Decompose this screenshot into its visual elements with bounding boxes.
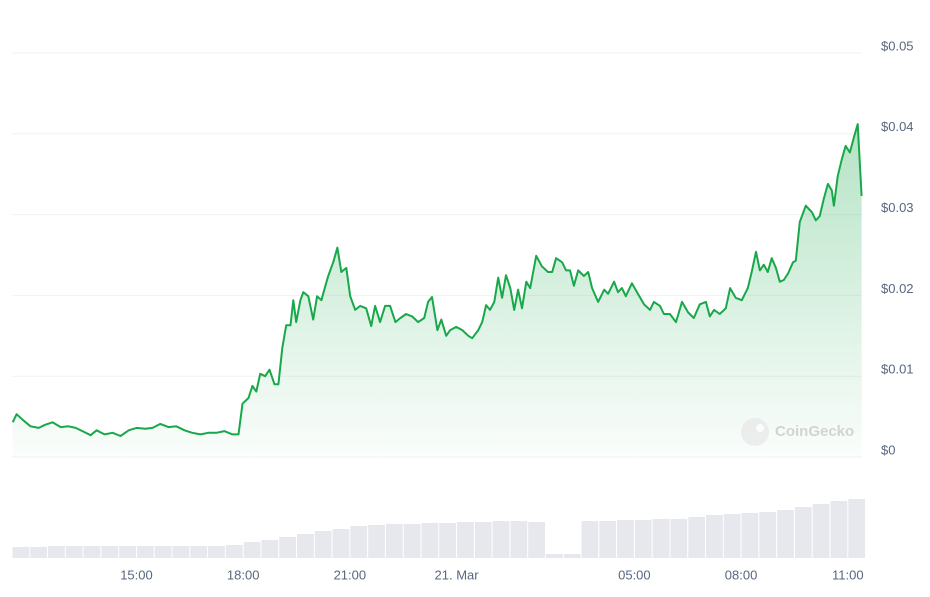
volume-bar <box>332 529 350 558</box>
volume-bar <box>510 521 528 558</box>
area-fill <box>12 124 862 457</box>
watermark-text: CoinGecko <box>775 423 854 440</box>
volume-bar <box>154 546 172 558</box>
volume-bar <box>136 546 154 558</box>
volume-bar <box>368 525 385 558</box>
volume-bar <box>545 554 563 558</box>
volume-bar <box>634 520 652 558</box>
x-tick-label: 21. Mar <box>435 567 480 582</box>
volume-bar <box>243 542 261 558</box>
volume-bar <box>225 545 243 558</box>
volume-bar <box>474 522 492 558</box>
volume-bar <box>812 504 830 558</box>
volume-bar <box>350 526 368 558</box>
x-tick-label: 21:00 <box>334 567 367 582</box>
volume-bar <box>208 546 225 558</box>
volume-bar <box>777 510 794 558</box>
plot: $0 $0.01 $0.02 $0.03 $0.04 $0.05 15:00 18:00 21:… <box>11 38 914 582</box>
volume-bar <box>830 501 848 558</box>
price-line <box>11 123 863 437</box>
volume-bar <box>65 546 83 558</box>
volume-bar <box>279 537 297 558</box>
volume-bar <box>723 514 741 558</box>
volume-bar <box>848 499 866 558</box>
volume-bar <box>617 520 634 558</box>
volume-bar <box>385 524 403 558</box>
volume-bar <box>12 547 30 558</box>
y-tick-label: $0.01 <box>881 362 914 377</box>
x-tick-label: 15:00 <box>120 567 153 582</box>
volume-bar <box>421 523 439 558</box>
volume-bar <box>759 512 777 558</box>
volume-bar <box>439 523 457 558</box>
volume-bar <box>563 554 581 558</box>
volume-bar <box>492 521 510 558</box>
volume-bar <box>403 524 421 558</box>
volume-bar <box>48 546 65 558</box>
volume-bar <box>190 546 208 558</box>
volume-bar <box>670 519 688 558</box>
volume-bar <box>30 547 48 558</box>
volume-bar <box>314 531 332 558</box>
volume-bar <box>652 519 670 558</box>
y-tick-label: $0.03 <box>881 200 914 215</box>
x-tick-label: 11:00 <box>832 567 864 582</box>
volume-bar <box>457 522 474 558</box>
volume-bar <box>261 540 279 558</box>
volume-bar <box>794 507 812 558</box>
x-tick-label: 18:00 <box>227 567 260 582</box>
volume-bar <box>599 521 617 558</box>
x-tick-label: 08:00 <box>725 567 758 582</box>
y-tick-label: $0.05 <box>881 38 914 53</box>
volume-bar <box>297 534 314 558</box>
volume-bar <box>706 515 723 558</box>
volume-bar <box>119 546 136 558</box>
x-tick-label: 05:00 <box>618 567 651 582</box>
volume-bar <box>83 546 101 558</box>
volume-bar <box>101 546 119 558</box>
watermark: CoinGecko <box>741 418 854 446</box>
y-tick-label: $0.04 <box>881 119 914 134</box>
volume-bar <box>528 522 545 558</box>
volume-bar <box>741 513 759 558</box>
y-tick-label: $0.02 <box>881 281 914 296</box>
volume-bar <box>688 517 706 558</box>
y-tick-label: $0 <box>881 442 895 457</box>
volume-bar <box>581 521 599 558</box>
volume-bar <box>172 546 190 558</box>
